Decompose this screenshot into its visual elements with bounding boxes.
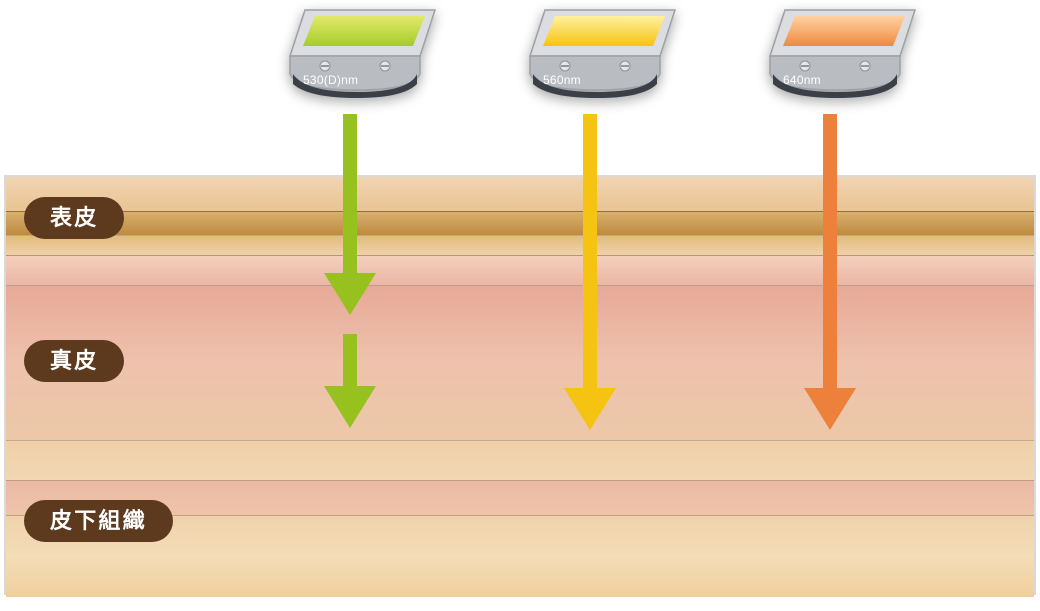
cartridge-530d: 530(D)nm	[285, 6, 440, 101]
cartridge-560: 560nm	[525, 6, 680, 101]
skin-layer-epidermis-band1	[6, 177, 1034, 211]
skin-layer-epidermis-band2	[6, 211, 1034, 235]
arrow-530-b	[324, 334, 376, 428]
skin-layer-dermis-top	[6, 255, 1034, 285]
cartridge-640-label: 640nm	[783, 73, 821, 87]
diagram-root: 表皮 真皮 皮下組織	[0, 0, 1040, 611]
skin-layer-dermis-main	[6, 285, 1034, 440]
skin-layer-hypo-top	[6, 440, 1034, 480]
cartridge-560-label: 560nm	[543, 73, 581, 87]
label-epidermis: 表皮	[24, 197, 124, 239]
arrow-560	[564, 114, 616, 430]
skin-layer-epidermis-band3	[6, 235, 1034, 255]
cartridge-530d-label: 530(D)nm	[303, 73, 358, 87]
label-hypodermis: 皮下組織	[24, 500, 173, 542]
cartridge-640: 640nm	[765, 6, 920, 101]
label-dermis: 真皮	[24, 340, 124, 382]
arrow-640	[804, 114, 856, 430]
arrow-530-a	[324, 114, 376, 315]
